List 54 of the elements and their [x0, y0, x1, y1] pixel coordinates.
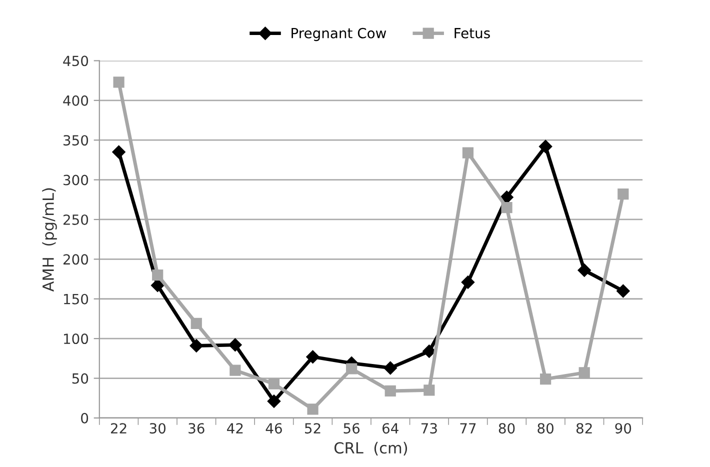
y-tick-label: 100: [64, 334, 88, 344]
point: [152, 270, 164, 281]
point: [112, 145, 126, 159]
x-tick-label: 30: [150, 423, 166, 434]
x-tick-label: 77: [460, 423, 476, 434]
point: [190, 318, 202, 330]
point: [578, 367, 590, 378]
point: [190, 339, 203, 352]
legend-label: Fetus: [454, 28, 490, 38]
x-tick-label: 82: [576, 423, 592, 434]
x-tick-label: 80: [538, 423, 554, 434]
y-tick-label: 350: [64, 135, 88, 146]
point: [501, 202, 512, 214]
point: [616, 284, 630, 298]
point: [346, 363, 358, 374]
point: [306, 350, 320, 364]
point: [268, 378, 280, 390]
y-tick-label: 400: [63, 95, 88, 106]
point: [307, 404, 318, 415]
point: [151, 278, 164, 292]
x-tick-label: 64: [382, 423, 398, 434]
point: [113, 76, 124, 88]
x-tick-label: 52: [305, 423, 320, 434]
point: [461, 276, 475, 289]
x-tick-label: 42: [227, 423, 243, 434]
x-tick-label: 73: [421, 423, 437, 434]
x-tick-label: 36: [188, 423, 204, 434]
x-tick-label: 80: [498, 423, 515, 434]
point: [230, 364, 241, 376]
point: [540, 374, 552, 385]
point: [267, 394, 281, 408]
y-tick-label: 300: [64, 174, 88, 186]
y-tick-label: 450: [63, 56, 88, 66]
y-axis-title: AMH (pg/mL): [42, 188, 57, 292]
point: [228, 338, 242, 352]
point: [578, 264, 591, 277]
y-tick-label: 50: [72, 373, 88, 384]
point: [462, 147, 474, 158]
y-tick-label: 200: [63, 254, 88, 265]
x-axis-title: CRL (cm): [334, 442, 408, 456]
y-tick-label: 0: [81, 412, 88, 424]
point: [422, 344, 436, 358]
y-tick-label: 250: [63, 214, 88, 225]
legend-label: Pregnant Cow: [292, 28, 386, 42]
x-tick-label: 22: [110, 423, 126, 434]
x-tick-label: 46: [266, 423, 282, 434]
y-tick-label: 150: [64, 294, 88, 304]
x-tick-label: 90: [615, 423, 632, 434]
point: [618, 188, 629, 200]
point: [384, 361, 397, 375]
x-tick-label: 56: [344, 423, 360, 434]
point: [424, 384, 435, 396]
point: [384, 385, 396, 397]
point: [538, 140, 552, 154]
